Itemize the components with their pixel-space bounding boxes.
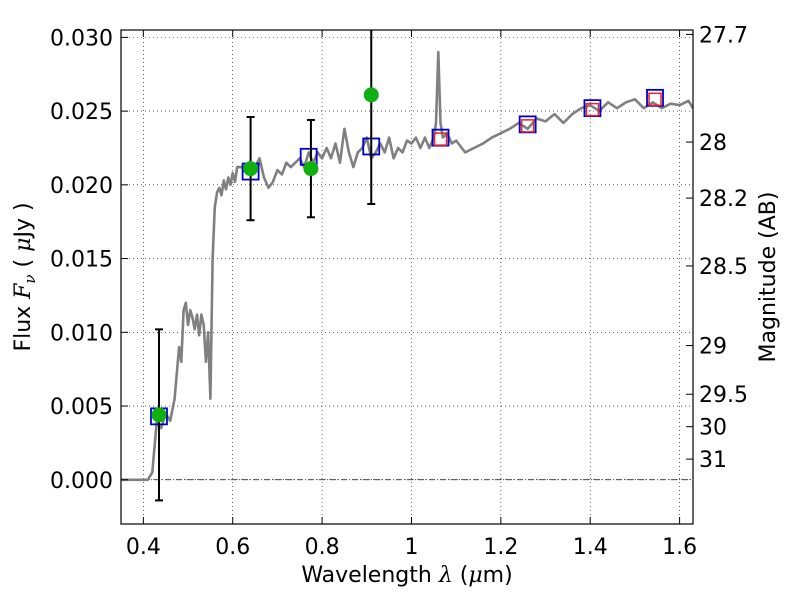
y-tick-label: 0.025 <box>50 100 113 125</box>
y2-tick-label: 30 <box>699 416 727 441</box>
y-tick-label: 0.005 <box>50 395 113 420</box>
model-sed-line <box>121 50 693 482</box>
x-tick-label: 1.6 <box>662 535 697 560</box>
y2-tick-label: 28.5 <box>699 255 748 280</box>
y-tick-label: 0.020 <box>50 174 113 199</box>
x-axis-label: Wavelength λ (μm) <box>301 563 512 588</box>
y2-tick-label: 29.5 <box>699 383 748 408</box>
y-tick-label: 0.015 <box>50 248 113 273</box>
plot-data <box>121 30 693 502</box>
x-tick-label: 1.2 <box>483 535 518 560</box>
y2-tick-label: 28.2 <box>699 187 748 212</box>
y2-tick-label: 28 <box>699 131 727 156</box>
y-tick-label: 0.010 <box>50 321 113 346</box>
x-tick-label: 0.4 <box>126 535 161 560</box>
y-axis-label: Flux Fν ( μJy ) <box>11 202 39 351</box>
observed-flux-point <box>151 407 167 423</box>
observed-flux-point <box>243 161 259 177</box>
x-tick-label: 1 <box>404 535 418 560</box>
x-tick-label: 1.4 <box>573 535 608 560</box>
y2-axis-label: Magnitude (AB) <box>756 192 781 363</box>
y-tick-label: 0.000 <box>50 469 113 494</box>
observed-flux-point <box>363 87 379 103</box>
x-tick-label: 0.6 <box>215 535 250 560</box>
x-tick-label: 0.8 <box>305 535 340 560</box>
y2-tick-label: 27.7 <box>699 23 748 48</box>
y2-tick-label: 29 <box>699 335 727 360</box>
predicted-flux-box <box>585 102 600 117</box>
y2-tick-label: 31 <box>699 448 727 473</box>
axis-ticks: 0.4 0.6 0.8 1 1.2 1.4 1.6 0.000 0.005 0.010 0.015 0… <box>50 23 748 560</box>
plot-area-frame <box>120 29 694 525</box>
predicted-flux-box <box>520 119 535 133</box>
observed-flux-point <box>303 161 319 177</box>
predicted-flux-box <box>433 132 448 146</box>
predicted-flux-box <box>648 92 662 107</box>
y-tick-label: 0.030 <box>50 26 113 51</box>
